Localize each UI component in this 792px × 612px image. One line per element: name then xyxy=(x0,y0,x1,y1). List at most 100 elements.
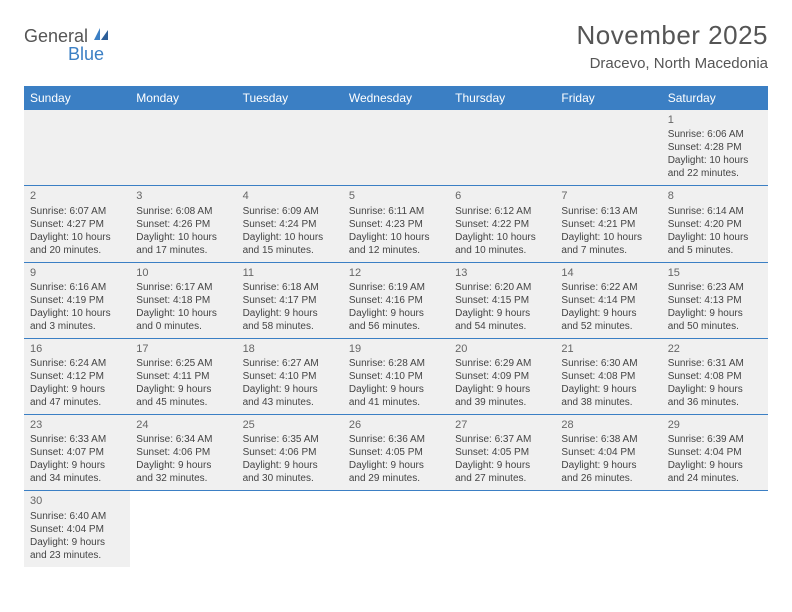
daylight-text: Daylight: 10 hours and 0 minutes. xyxy=(136,307,230,333)
day-number: 9 xyxy=(30,266,124,280)
sunset-text: Sunset: 4:12 PM xyxy=(30,370,124,383)
day-number: 24 xyxy=(136,418,230,432)
sunset-text: Sunset: 4:18 PM xyxy=(136,294,230,307)
sunrise-text: Sunrise: 6:39 AM xyxy=(668,433,762,446)
day-cell: 26Sunrise: 6:36 AMSunset: 4:05 PMDayligh… xyxy=(343,415,449,491)
daylight-text: Daylight: 9 hours and 54 minutes. xyxy=(455,307,549,333)
daylight-text: Daylight: 9 hours and 58 minutes. xyxy=(243,307,337,333)
day-cell: 19Sunrise: 6:28 AMSunset: 4:10 PMDayligh… xyxy=(343,338,449,414)
sunset-text: Sunset: 4:04 PM xyxy=(668,446,762,459)
day-header-row: Sunday Monday Tuesday Wednesday Thursday… xyxy=(24,86,768,110)
sunrise-text: Sunrise: 6:19 AM xyxy=(349,281,443,294)
sunrise-text: Sunrise: 6:14 AM xyxy=(668,205,762,218)
week-row: 16Sunrise: 6:24 AMSunset: 4:12 PMDayligh… xyxy=(24,338,768,414)
day-cell: 16Sunrise: 6:24 AMSunset: 4:12 PMDayligh… xyxy=(24,338,130,414)
sunset-text: Sunset: 4:11 PM xyxy=(136,370,230,383)
sunrise-text: Sunrise: 6:24 AM xyxy=(30,357,124,370)
sunrise-text: Sunrise: 6:18 AM xyxy=(243,281,337,294)
day-number: 1 xyxy=(668,113,762,127)
day-cell: 22Sunrise: 6:31 AMSunset: 4:08 PMDayligh… xyxy=(662,338,768,414)
day-cell xyxy=(343,110,449,186)
sunset-text: Sunset: 4:27 PM xyxy=(30,218,124,231)
day-cell: 5Sunrise: 6:11 AMSunset: 4:23 PMDaylight… xyxy=(343,186,449,262)
sunrise-text: Sunrise: 6:35 AM xyxy=(243,433,337,446)
sunrise-text: Sunrise: 6:28 AM xyxy=(349,357,443,370)
sunset-text: Sunset: 4:05 PM xyxy=(455,446,549,459)
day-number: 12 xyxy=(349,266,443,280)
sunset-text: Sunset: 4:23 PM xyxy=(349,218,443,231)
day-number: 19 xyxy=(349,342,443,356)
sunset-text: Sunset: 4:26 PM xyxy=(136,218,230,231)
day-cell: 27Sunrise: 6:37 AMSunset: 4:05 PMDayligh… xyxy=(449,415,555,491)
daylight-text: Daylight: 9 hours and 52 minutes. xyxy=(561,307,655,333)
sunrise-text: Sunrise: 6:09 AM xyxy=(243,205,337,218)
day-cell: 28Sunrise: 6:38 AMSunset: 4:04 PMDayligh… xyxy=(555,415,661,491)
sunrise-text: Sunrise: 6:37 AM xyxy=(455,433,549,446)
day-number: 4 xyxy=(243,189,337,203)
day-number: 30 xyxy=(30,494,124,508)
day-header: Thursday xyxy=(449,86,555,110)
day-number: 10 xyxy=(136,266,230,280)
sunrise-text: Sunrise: 6:38 AM xyxy=(561,433,655,446)
sunrise-text: Sunrise: 6:11 AM xyxy=(349,205,443,218)
sunset-text: Sunset: 4:24 PM xyxy=(243,218,337,231)
daylight-text: Daylight: 9 hours and 26 minutes. xyxy=(561,459,655,485)
sunrise-text: Sunrise: 6:27 AM xyxy=(243,357,337,370)
sunset-text: Sunset: 4:15 PM xyxy=(455,294,549,307)
day-number: 5 xyxy=(349,189,443,203)
day-number: 28 xyxy=(561,418,655,432)
week-row: 2Sunrise: 6:07 AMSunset: 4:27 PMDaylight… xyxy=(24,186,768,262)
day-number: 29 xyxy=(668,418,762,432)
day-cell: 10Sunrise: 6:17 AMSunset: 4:18 PMDayligh… xyxy=(130,262,236,338)
sunset-text: Sunset: 4:19 PM xyxy=(30,294,124,307)
day-cell xyxy=(343,491,449,567)
daylight-text: Daylight: 9 hours and 32 minutes. xyxy=(136,459,230,485)
sunset-text: Sunset: 4:28 PM xyxy=(668,141,762,154)
day-cell xyxy=(555,110,661,186)
day-header: Wednesday xyxy=(343,86,449,110)
daylight-text: Daylight: 9 hours and 36 minutes. xyxy=(668,383,762,409)
sunrise-text: Sunrise: 6:31 AM xyxy=(668,357,762,370)
sunset-text: Sunset: 4:06 PM xyxy=(243,446,337,459)
day-header: Saturday xyxy=(662,86,768,110)
daylight-text: Daylight: 10 hours and 22 minutes. xyxy=(668,154,762,180)
daylight-text: Daylight: 10 hours and 17 minutes. xyxy=(136,231,230,257)
sunrise-text: Sunrise: 6:33 AM xyxy=(30,433,124,446)
day-number: 7 xyxy=(561,189,655,203)
daylight-text: Daylight: 9 hours and 38 minutes. xyxy=(561,383,655,409)
sunrise-text: Sunrise: 6:17 AM xyxy=(136,281,230,294)
sunset-text: Sunset: 4:22 PM xyxy=(455,218,549,231)
day-number: 23 xyxy=(30,418,124,432)
day-cell: 3 Sunrise: 6:08 AMSunset: 4:26 PMDaylight… xyxy=(130,186,236,262)
daylight-text: Daylight: 9 hours and 45 minutes. xyxy=(136,383,230,409)
day-cell xyxy=(237,110,343,186)
day-cell: 6Sunrise: 6:12 AMSunset: 4:22 PMDaylight… xyxy=(449,186,555,262)
sunrise-text: Sunrise: 6:29 AM xyxy=(455,357,549,370)
day-cell: 24Sunrise: 6:34 AMSunset: 4:06 PMDayligh… xyxy=(130,415,236,491)
sunrise-text: Sunrise: 6:08 AM xyxy=(136,205,230,218)
daylight-text: Daylight: 9 hours and 39 minutes. xyxy=(455,383,549,409)
sunrise-text: Sunrise: 6:12 AM xyxy=(455,205,549,218)
sunset-text: Sunset: 4:17 PM xyxy=(243,294,337,307)
sunrise-text: Sunrise: 6:36 AM xyxy=(349,433,443,446)
sunrise-text: Sunrise: 6:30 AM xyxy=(561,357,655,370)
day-cell: 13Sunrise: 6:20 AMSunset: 4:15 PMDayligh… xyxy=(449,262,555,338)
sunrise-text: Sunrise: 6:13 AM xyxy=(561,205,655,218)
day-number: 3 xyxy=(136,189,230,203)
day-cell: 15Sunrise: 6:23 AMSunset: 4:13 PMDayligh… xyxy=(662,262,768,338)
sunset-text: Sunset: 4:13 PM xyxy=(668,294,762,307)
day-number: 20 xyxy=(455,342,549,356)
day-cell: 23Sunrise: 6:33 AMSunset: 4:07 PMDayligh… xyxy=(24,415,130,491)
day-cell xyxy=(662,491,768,567)
day-number: 11 xyxy=(243,266,337,280)
daylight-text: Daylight: 9 hours and 29 minutes. xyxy=(349,459,443,485)
sunrise-text: Sunrise: 6:07 AM xyxy=(30,205,124,218)
day-cell xyxy=(237,491,343,567)
sunset-text: Sunset: 4:05 PM xyxy=(349,446,443,459)
daylight-text: Daylight: 10 hours and 20 minutes. xyxy=(30,231,124,257)
day-cell: 30Sunrise: 6:40 AMSunset: 4:04 PMDayligh… xyxy=(24,491,130,567)
sunrise-text: Sunrise: 6:22 AM xyxy=(561,281,655,294)
day-cell: 11Sunrise: 6:18 AMSunset: 4:17 PMDayligh… xyxy=(237,262,343,338)
week-row: 1Sunrise: 6:06 AMSunset: 4:28 PMDaylight… xyxy=(24,110,768,186)
daylight-text: Daylight: 9 hours and 23 minutes. xyxy=(30,536,124,562)
